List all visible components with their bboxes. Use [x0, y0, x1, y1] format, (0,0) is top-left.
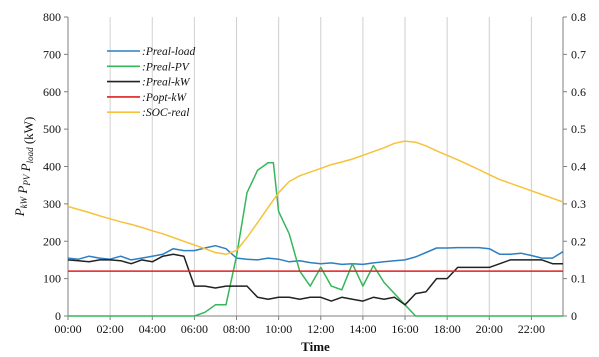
y2-tick-label: 0.3: [571, 197, 586, 211]
y-title-part: P: [15, 186, 30, 197]
y2-tick-label: 0: [571, 309, 577, 323]
y2-tick-label: 0.6: [571, 85, 586, 99]
x-tick-label: 18:00: [433, 322, 460, 336]
legend: :Preal-load :Preal-PV :Preal-kW :Popt-kW :SO…: [107, 46, 195, 119]
x-tick-label: 14:00: [349, 322, 376, 336]
x-tick-label: 16:00: [391, 322, 418, 336]
y2-tick-label: 0.5: [571, 122, 586, 136]
legend-label-3: :Popt-kW: [142, 92, 187, 104]
y-tick-label: 700: [43, 47, 61, 61]
x-tick-label: 20:00: [476, 322, 503, 336]
legend-label-4: :SOC-real: [142, 107, 189, 119]
y-title-subscript: kW: [19, 195, 29, 208]
legend-label-0: :Preal-load: [142, 46, 195, 58]
y-title-part: P: [18, 163, 33, 174]
y-tick-label: 500: [43, 122, 61, 136]
x-tick-label: 22:00: [518, 322, 545, 336]
x-tick-label: 02:00: [96, 322, 123, 336]
x-axis-title: Time: [301, 339, 330, 354]
x-tick-label: 12:00: [307, 322, 334, 336]
axes: 0 100 200 300 400 500 600 700 800 0 0.1 0.2 0.3 0.4 0.…: [43, 10, 586, 336]
y2-tick-label: 0.8: [571, 10, 586, 24]
x-tick-label: 08:00: [223, 322, 250, 336]
y2-tick-label: 0.4: [571, 160, 586, 174]
series-line-0: [67, 244, 564, 266]
series-line-4: [67, 140, 564, 256]
legend-label-2: :Preal-kW: [142, 77, 191, 89]
y-tick-label: 400: [43, 160, 61, 174]
y-title-subscript: load: [25, 147, 35, 164]
y-tick-label: 600: [43, 85, 61, 99]
x-tick-label: 00:00: [54, 322, 81, 336]
x-tick-label: 10:00: [265, 322, 292, 336]
y-tick-label: 300: [43, 197, 61, 211]
y2-tick-label: 0.1: [571, 272, 586, 286]
y-title-unit: (kW): [21, 117, 36, 148]
y-title-part: P: [12, 208, 27, 217]
legend-label-1: :Preal-PV: [142, 61, 191, 73]
x-tick-label: 06:00: [181, 322, 208, 336]
y-tick-label: 800: [43, 10, 61, 24]
y-tick-label: 100: [43, 272, 61, 286]
series-line-1: [68, 162, 563, 317]
y2-tick-label: 0.7: [571, 47, 586, 61]
y-tick-label: 200: [43, 234, 61, 248]
y-axis-title: PkW PPV Pload (kW): [12, 117, 36, 218]
y-tick-label: 0: [55, 309, 61, 323]
series-line-2: [67, 253, 563, 306]
y2-tick-label: 0.2: [571, 234, 586, 248]
series-lines: [67, 140, 564, 317]
y-title-subscript: PV: [22, 173, 32, 186]
x-tick-label: 04:00: [139, 322, 166, 336]
